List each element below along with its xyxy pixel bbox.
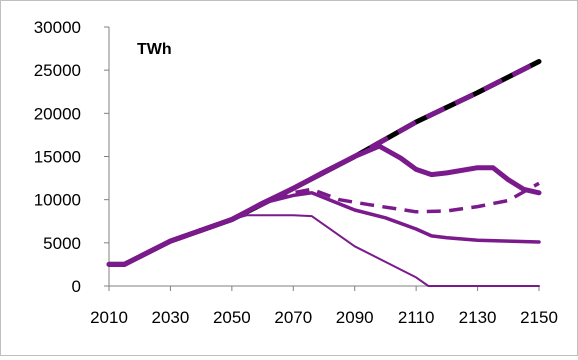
ticks: 0 5000 10000 15000 20000 25000 30000 2010 2030 20…: [34, 18, 558, 327]
x-tick-label: 2070: [274, 308, 312, 327]
x-tick-label: 2150: [520, 308, 558, 327]
y-tick-label: 20000: [34, 104, 81, 123]
series-lines: [106, 59, 542, 287]
y-tick-label: 30000: [34, 18, 81, 37]
series-line-1: [106, 59, 542, 267]
y-tick-label: 0: [72, 277, 81, 296]
x-tick-label: 2130: [459, 308, 497, 327]
y-tick-label: 5000: [43, 234, 81, 253]
x-tick-label: 2090: [336, 308, 374, 327]
y-tick-label: 10000: [34, 191, 81, 210]
series-line-6: [108, 214, 540, 287]
y-tick-label: 15000: [34, 148, 81, 167]
x-tick-label: 2050: [213, 308, 251, 327]
series-line-3: [106, 143, 542, 267]
y-tick-label: 25000: [34, 61, 81, 80]
x-tick-label: 2110: [398, 308, 435, 327]
unit-label: TWh: [137, 41, 172, 58]
x-tick-label: 2010: [90, 308, 128, 327]
axes: [108, 27, 539, 287]
series-line-5: [107, 191, 541, 267]
x-tick-label: 2030: [152, 308, 190, 327]
line-chart: 0 5000 10000 15000 20000 25000 30000 2010 2030 20…: [34, 18, 558, 327]
